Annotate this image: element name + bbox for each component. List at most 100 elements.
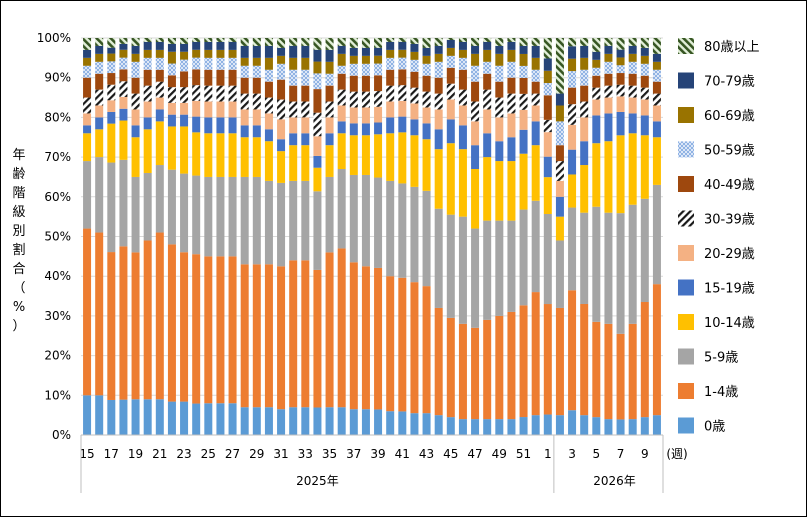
bar-segment-70-79-w10 — [652, 53, 661, 62]
bar-segment-40-49-w10 — [652, 81, 661, 94]
legend-item-20-29: 20-29歳 — [678, 245, 755, 262]
bar-segment-80-w27 — [228, 38, 237, 42]
bar-segment-15-19-w50 — [507, 137, 516, 162]
bar-segment-60-69-w46 — [458, 49, 467, 58]
bar-segment-0-w51 — [519, 417, 528, 435]
bar-segment-70-79-w31 — [277, 47, 286, 56]
legend-item-60-69: 60-69歳 — [678, 107, 755, 124]
y-tick-label: 60% — [44, 190, 71, 204]
bar-segment-0-w31 — [277, 409, 286, 435]
bar-segment-60-69-w19 — [131, 53, 140, 62]
bar-segment-10-14-w47 — [471, 169, 480, 229]
x-tick-label: 31 — [273, 447, 288, 461]
y-tick-label: 20% — [44, 349, 71, 363]
y-axis-label-char: 別 — [12, 224, 25, 239]
x-axis: 15 17 19 21 23 25 27 29 31 33 35 37 39 41 43 45 47 49 51 1 3… — [79, 434, 688, 493]
bar-segment-60-69-w3 — [568, 58, 577, 72]
bar-segment-0-w24 — [192, 403, 201, 435]
bar-segment-5-9-w39 — [374, 177, 383, 268]
bar-segment-80-w17 — [107, 38, 116, 48]
bar-segment-40-49-w35 — [325, 85, 334, 102]
bar-segment-15-19-w1 — [543, 156, 552, 178]
bar-segment-20-29-w51 — [519, 109, 528, 130]
bar-segment-30-39-w16 — [95, 89, 104, 106]
bar-segment-60-69-w33 — [301, 57, 310, 70]
bar-segment-30-39-w42 — [410, 87, 419, 104]
bar-segment-80-w32 — [289, 38, 298, 46]
legend-item-30-39: 30-39歳 — [678, 210, 755, 228]
bar-segment-80-w26 — [216, 38, 225, 42]
bar-segment-60-69-w25 — [204, 49, 213, 58]
bar-segment-30-39-w26 — [216, 85, 225, 102]
year-label: 2025年 — [296, 474, 339, 488]
bar-segment-1-4-w7 — [616, 333, 625, 420]
bar-segment-80-w42 — [410, 38, 419, 44]
bar-segment-20-29-w38 — [361, 107, 370, 124]
bar-segment-40-49-w5 — [592, 75, 601, 88]
legend-item-50-59: 50-59歳 — [678, 141, 755, 159]
legend-swatch — [678, 245, 694, 261]
bar-segment-5-9-w33 — [301, 180, 310, 261]
bar-segment-80-w31 — [277, 38, 286, 48]
bar-segment-30-39-w37 — [349, 91, 358, 108]
bar-segment-20-29-w21 — [155, 97, 164, 110]
bar-segment-10-14-w23 — [180, 126, 189, 174]
bar-segment-0-w38 — [361, 409, 370, 435]
bar-segment-30-39-w34 — [313, 112, 322, 137]
bar-segment-1-4-w20 — [143, 240, 152, 400]
bar-segment-60-69-w28 — [240, 57, 249, 66]
legend-item-5-9: 5-9歳 — [678, 348, 738, 366]
bar-segment-5-9-w41 — [398, 183, 407, 278]
bar-segment-80-w47 — [471, 38, 480, 46]
bar-segment-15-19-w43 — [422, 123, 431, 140]
bar-segment-70-79-w49 — [495, 45, 504, 54]
bar-segment-70-79-w19 — [131, 45, 140, 54]
bar-segment-20-29-w7 — [616, 96, 625, 112]
bar-segment-30-39-w51 — [519, 93, 528, 110]
bar-segment-20-29-w47 — [471, 121, 480, 146]
bar-segment-70-79-w38 — [361, 47, 370, 56]
bar-segment-30-39-w3 — [568, 104, 577, 125]
bar-segment-40-49-w43 — [422, 75, 431, 92]
bar-segment-10-14-w1 — [543, 177, 552, 214]
bar-segment-1-4-w38 — [361, 266, 370, 410]
bar-segment-70-79-w39 — [374, 47, 383, 56]
bar-segment-1-4-w43 — [422, 286, 431, 414]
bar-segment-60-69-w40 — [386, 49, 395, 58]
bar-segment-0-w17 — [107, 399, 116, 435]
bar-segment-20-29-w37 — [349, 107, 358, 124]
bar-segment-80-w15 — [83, 38, 92, 50]
bar-segment-60-69-w52 — [531, 57, 540, 70]
bar-segment-15-19-w3 — [568, 149, 577, 175]
bar-segment-80-w8 — [628, 38, 637, 46]
bar-segment-10-14-w42 — [410, 135, 419, 187]
bar-segment-50-59-w36 — [337, 65, 346, 74]
bar-segment-80-w23 — [180, 38, 189, 44]
bar-segment-80-w39 — [374, 38, 383, 48]
bar-segment-60-69-w37 — [349, 55, 358, 64]
bar-segment-5-9-w49 — [495, 220, 504, 316]
bar-segment-5-9-w10 — [652, 184, 661, 285]
bar-segment-30-39-w20 — [143, 85, 152, 102]
bar-segment-10-14-w25 — [204, 133, 213, 177]
bar-segment-30-39-w30 — [264, 97, 273, 114]
bar-segment-70-79-w27 — [228, 41, 237, 50]
bar-segment-30-39-w19 — [131, 93, 140, 110]
bar-segment-50-59-w3 — [568, 71, 577, 88]
bar-segment-1-4-w32 — [289, 260, 298, 408]
bar-segment-80-w52 — [531, 38, 540, 46]
bar-segment-50-59-w22 — [167, 63, 176, 76]
bar-segment-0-w16 — [95, 395, 104, 435]
bar-segment-40-49-w47 — [471, 81, 480, 102]
bar-segment-15-19-w6 — [604, 113, 613, 142]
legend-label: 70-79歳 — [704, 75, 755, 90]
bar-segment-5-9-w29 — [252, 176, 261, 265]
x-tick-label: 43 — [419, 447, 434, 461]
bar-segment-20-29-w49 — [495, 117, 504, 142]
bar-segment-1-4-w16 — [95, 232, 104, 396]
bar-segment-10-14-w52 — [531, 145, 540, 201]
bar-segment-1-4-w21 — [155, 232, 164, 400]
bar-segment-50-59-w39 — [374, 63, 383, 76]
bar-segment-1-4-w9 — [640, 302, 649, 418]
bar-segment-5-9-w26 — [216, 176, 225, 257]
